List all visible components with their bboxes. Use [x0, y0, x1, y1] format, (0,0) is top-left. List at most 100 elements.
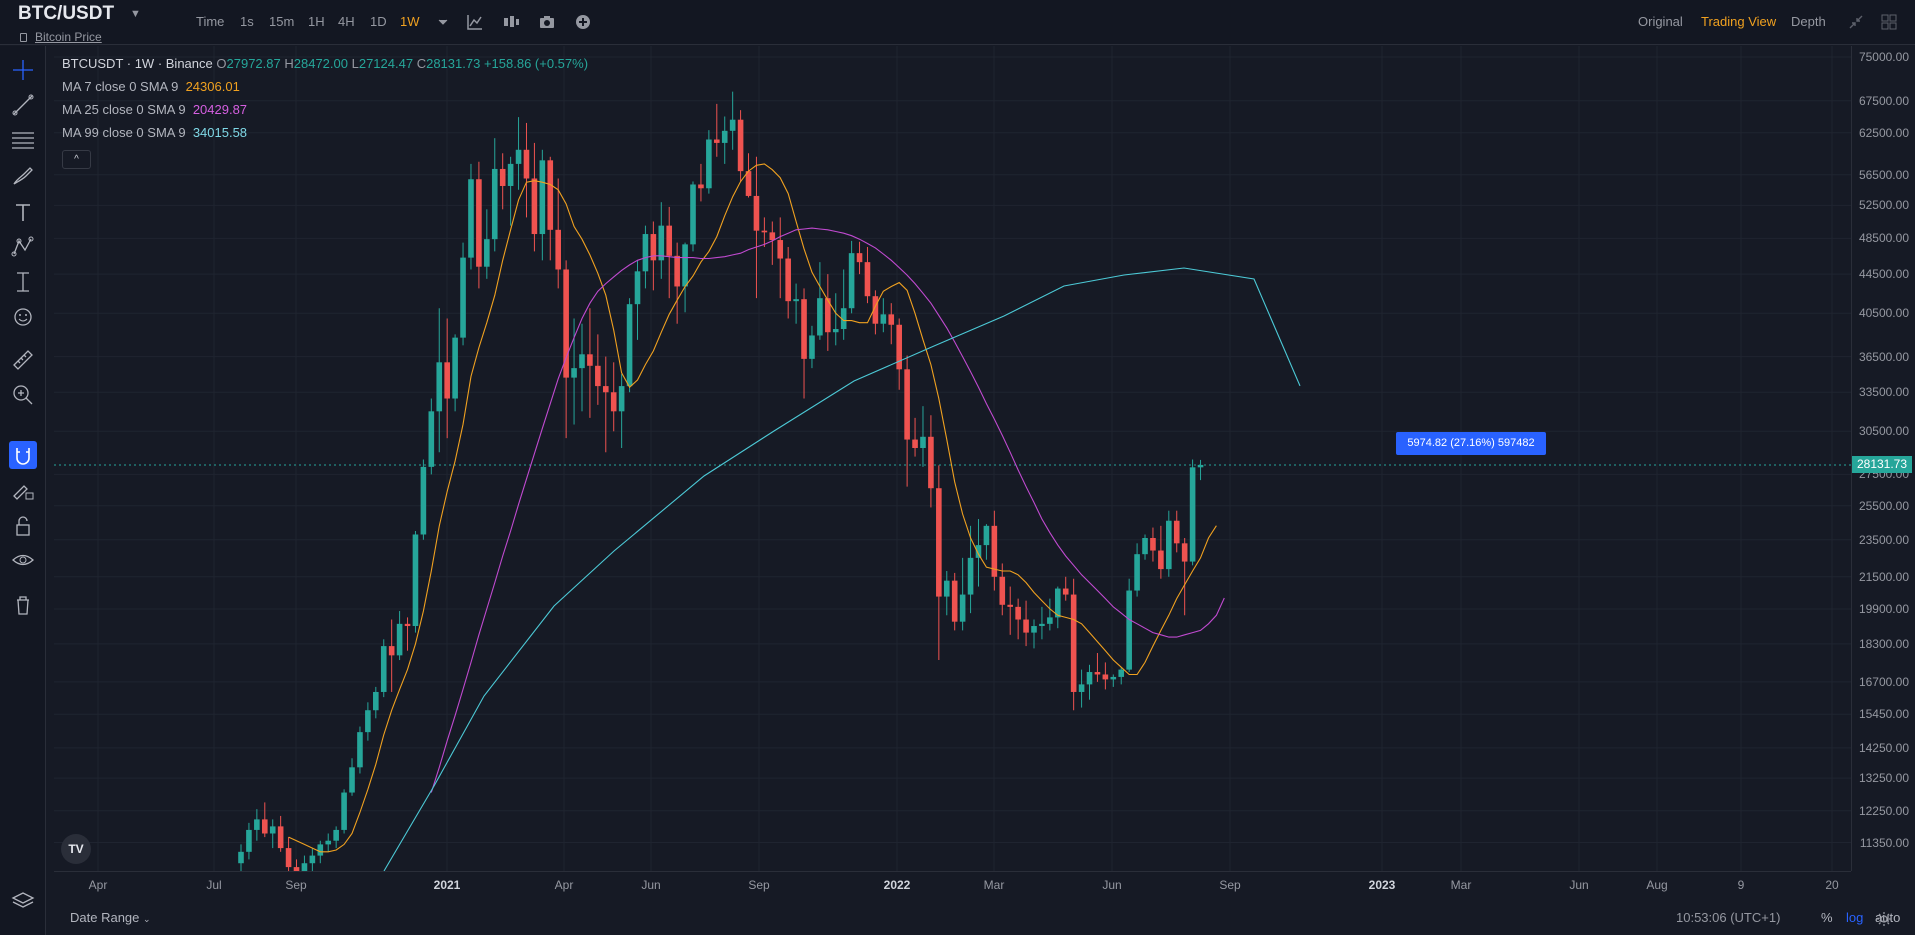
candle-body — [912, 439, 918, 448]
candle-body — [928, 436, 934, 489]
ruler-icon[interactable] — [9, 346, 37, 374]
candle-body — [825, 298, 831, 333]
interval-1h[interactable]: 1H — [308, 14, 325, 29]
candle-style-icon[interactable] — [501, 12, 521, 32]
ohlc-h-label: H — [284, 56, 294, 71]
candle — [1078, 669, 1085, 708]
candle — [983, 524, 990, 560]
candle-body — [801, 299, 807, 359]
interval-1s[interactable]: 1s — [240, 14, 254, 29]
price-tick: 25500.00 — [1858, 498, 1909, 513]
interval-time[interactable]: Time — [196, 14, 225, 29]
date-range-button[interactable]: Date Range ⌄ — [70, 910, 151, 925]
camera-icon[interactable] — [537, 12, 557, 32]
ma99-value: 34015.58 — [192, 125, 248, 140]
lock-icon[interactable] — [9, 512, 37, 540]
fib-icon[interactable] — [9, 126, 37, 154]
candle-body — [539, 160, 546, 235]
candle — [690, 181, 696, 252]
percent-toggle[interactable]: % — [1821, 910, 1833, 925]
candle-body — [1094, 672, 1101, 675]
legend-collapse-button[interactable]: ^ — [62, 150, 91, 169]
candle — [1094, 653, 1101, 682]
legend-ma7-row[interactable]: MA 7 close 0 SMA 9 24306.01 — [62, 77, 588, 100]
ma99-line — [383, 267, 1301, 871]
layers-icon[interactable] — [9, 886, 37, 914]
candle-body — [1166, 520, 1172, 570]
time-tick: Apr — [554, 878, 574, 892]
indicators-icon[interactable] — [465, 12, 485, 32]
time-axis[interactable]: Apr Jul Sep 2021 Apr Jun Sep 2022 Mar Jun Sep 2023 M… — [54, 871, 1851, 899]
crosshair-icon[interactable] — [9, 56, 37, 84]
view-depth[interactable]: Depth — [1791, 14, 1826, 29]
chevron-down-icon[interactable] — [433, 12, 453, 32]
candle — [1158, 525, 1164, 579]
pattern-icon[interactable] — [9, 233, 37, 261]
candle-body — [1078, 684, 1085, 692]
chevron-down-icon[interactable]: ▼ — [130, 8, 141, 20]
candle — [999, 563, 1006, 616]
pair-title[interactable]: BTC/USDT — [18, 3, 115, 24]
legend-symbol-row: BTCUSDT · 1W · Binance O27972.87 H28472.… — [62, 54, 588, 77]
magnet-icon[interactable] — [9, 441, 37, 469]
emoji-icon[interactable] — [9, 303, 37, 331]
candle — [928, 415, 934, 508]
candle — [365, 702, 371, 741]
candle-body — [1047, 617, 1053, 624]
candle-body — [285, 848, 292, 868]
tradingview-logo[interactable]: TV — [61, 834, 91, 864]
price-axis[interactable]: 75000.00 67500.00 62500.00 56500.00 52500.00… — [1851, 46, 1915, 871]
interval-1d[interactable]: 1D — [370, 14, 387, 29]
text-icon[interactable] — [9, 198, 37, 226]
candle — [254, 809, 260, 841]
candle — [809, 325, 815, 369]
zoom-icon[interactable] — [9, 381, 37, 409]
projection-icon[interactable] — [9, 268, 37, 296]
add-icon[interactable] — [573, 12, 593, 32]
subtitle-label[interactable]: Bitcoin Price — [35, 30, 102, 44]
candle — [1197, 459, 1204, 481]
log-toggle[interactable]: log — [1846, 910, 1864, 925]
brush-icon[interactable] — [9, 161, 37, 189]
candle — [951, 572, 958, 631]
interval-1w[interactable]: 1W — [400, 14, 420, 29]
candle — [420, 459, 427, 540]
interval-15m[interactable]: 15m — [269, 14, 295, 29]
candle-body — [547, 160, 554, 230]
collapse-icon[interactable] — [1846, 12, 1866, 32]
candle — [269, 819, 276, 849]
settings-icon[interactable] — [1875, 910, 1893, 928]
candle — [1110, 674, 1117, 687]
candle — [595, 334, 601, 405]
candle — [642, 225, 649, 289]
view-original[interactable]: Original — [1638, 14, 1683, 29]
candle — [555, 178, 561, 289]
candle-body — [975, 545, 982, 558]
trend-line-icon[interactable] — [9, 91, 37, 119]
legend-ma25-row[interactable]: MA 25 close 0 SMA 9 20429.87 — [62, 100, 588, 123]
candle — [261, 802, 268, 838]
price-chart[interactable] — [54, 46, 1851, 871]
candle-body — [785, 258, 791, 302]
legend-ma99-row[interactable]: MA 99 close 0 SMA 9 34015.58 — [62, 123, 588, 146]
candle — [349, 758, 355, 796]
trash-icon[interactable] — [9, 591, 37, 619]
ma7-label: MA 7 close 0 SMA 9 — [62, 79, 179, 94]
eye-icon[interactable] — [9, 546, 37, 574]
candle-body — [872, 296, 879, 324]
clock[interactable]: 10:53:06 (UTC+1) — [1676, 910, 1781, 925]
candle-body — [349, 767, 355, 793]
candle — [380, 639, 387, 698]
ma25-line — [430, 227, 1225, 793]
interval-4h[interactable]: 4H — [338, 14, 355, 29]
price-tick: 12250.00 — [1858, 803, 1909, 818]
lock-drawings-icon[interactable] — [9, 476, 37, 504]
view-trading-view[interactable]: Trading View — [1701, 14, 1777, 29]
candle-body — [365, 710, 371, 733]
subtitle[interactable]: Bitcoin Price — [20, 30, 102, 44]
layout-icon[interactable] — [1879, 12, 1899, 32]
price-tick: 19900.00 — [1858, 601, 1909, 616]
candle — [896, 318, 902, 390]
price-tick: 18300.00 — [1858, 636, 1909, 651]
candle — [832, 293, 839, 346]
